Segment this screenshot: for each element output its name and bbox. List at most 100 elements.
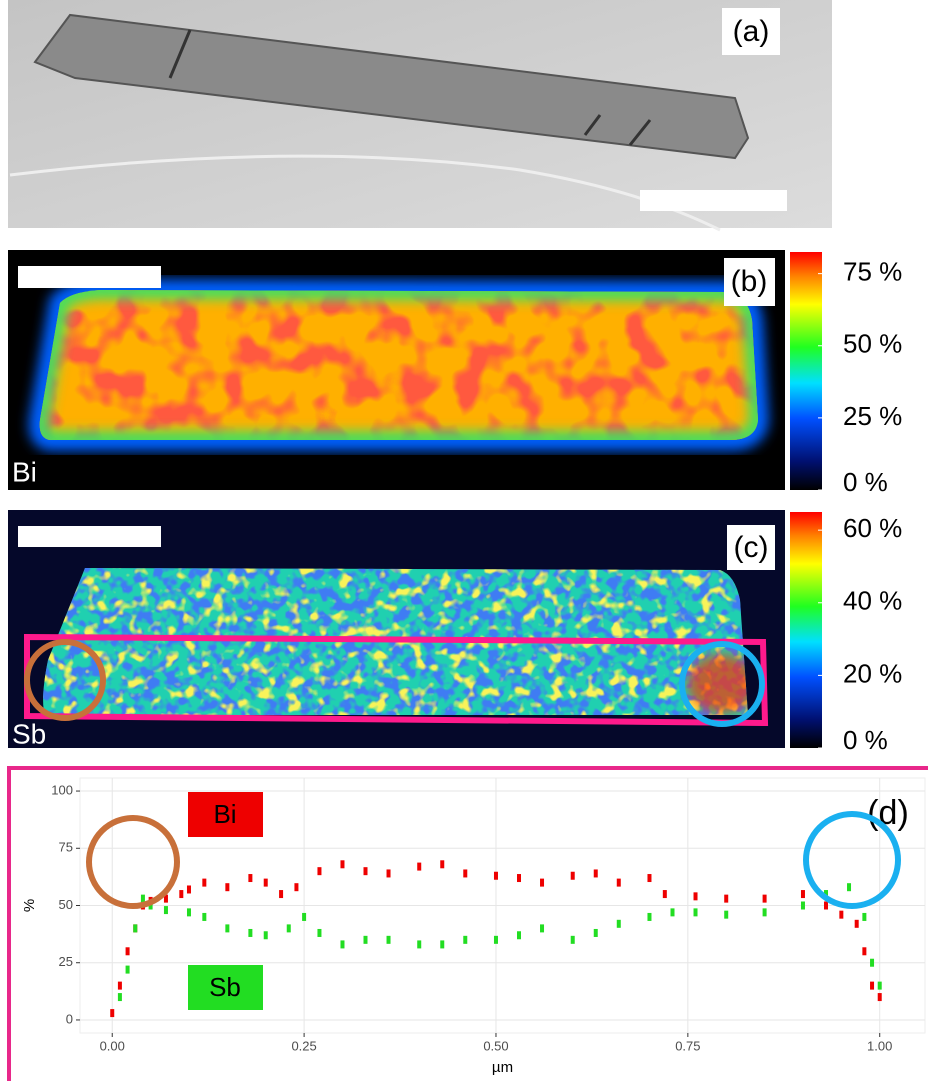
data-point xyxy=(133,924,138,933)
data-point xyxy=(870,981,875,990)
element-label: Sb xyxy=(12,718,46,749)
x-tick-label: 1.00 xyxy=(867,1038,892,1053)
plot: 0 25 50 75 100 0.00 0.25 0.50 0.75 1.00 µm% Bi Sb (d) xyxy=(21,778,925,1076)
data-point xyxy=(854,919,859,928)
data-point xyxy=(225,924,230,933)
data-point xyxy=(724,894,729,903)
x-tick-label: 0.75 xyxy=(675,1038,700,1053)
legend-swatch xyxy=(188,965,263,1010)
data-point xyxy=(363,935,368,944)
label-box xyxy=(727,525,775,570)
data-point xyxy=(862,912,867,921)
data-point xyxy=(517,874,522,883)
data-point xyxy=(724,910,729,919)
data-point xyxy=(125,965,130,974)
data-point xyxy=(202,878,207,887)
data-point xyxy=(440,940,445,949)
data-point xyxy=(263,878,268,887)
data-point xyxy=(616,878,621,887)
data-point xyxy=(279,890,284,899)
data-point xyxy=(317,928,322,937)
panel-a: (a) xyxy=(8,0,832,232)
data-point xyxy=(877,981,882,990)
y-tick-label: 75 xyxy=(59,840,73,855)
sb-rich xyxy=(687,654,749,714)
data-point xyxy=(693,908,698,917)
scale-bar xyxy=(18,266,161,288)
panel-b: (b) Bi xyxy=(8,250,822,490)
data-point xyxy=(140,894,145,903)
x-tick-label: 0.25 xyxy=(291,1038,316,1053)
crystal xyxy=(33,13,750,160)
data-point xyxy=(593,869,598,878)
panel-label: (c) xyxy=(734,531,769,564)
highlight-circle xyxy=(679,641,765,727)
data-point xyxy=(286,924,291,933)
data-point xyxy=(110,1009,115,1018)
x-axis-label: µm xyxy=(492,1059,513,1076)
data-point xyxy=(647,912,652,921)
data-point xyxy=(463,869,468,878)
highlight-circle xyxy=(803,811,901,909)
data-point xyxy=(762,894,767,903)
data-point xyxy=(179,890,184,899)
y-tick-label: 50 xyxy=(59,897,73,912)
highlight-circle xyxy=(24,639,106,721)
data-point xyxy=(163,894,168,903)
colorbar-label: 60 % xyxy=(843,513,902,543)
label-box xyxy=(724,258,775,306)
panel-frame xyxy=(7,766,928,1081)
data-point xyxy=(762,908,767,917)
data-point xyxy=(440,860,445,869)
data-point xyxy=(800,901,805,910)
data-point xyxy=(877,993,882,1002)
data-point xyxy=(125,947,130,956)
colorbar-label: 20 % xyxy=(843,658,902,688)
x-tick-label: 0.50 xyxy=(483,1038,508,1053)
data-point xyxy=(862,947,867,956)
legend-label: Sb xyxy=(209,972,241,1002)
data-point xyxy=(363,867,368,876)
scale-bar xyxy=(640,190,787,211)
data-point xyxy=(248,874,253,883)
data-point xyxy=(386,935,391,944)
data-point xyxy=(647,874,652,883)
data-point xyxy=(248,928,253,937)
data-point xyxy=(693,892,698,901)
data-point xyxy=(570,935,575,944)
data-point xyxy=(417,862,422,871)
data-point xyxy=(117,981,122,990)
contour xyxy=(168,29,652,146)
y-tick-label: 100 xyxy=(51,782,73,797)
y-tick-label: 25 xyxy=(59,954,73,969)
map-texture xyxy=(39,290,758,440)
colorbar xyxy=(790,512,822,748)
panel-c: (c) Sb xyxy=(8,510,822,749)
data-point xyxy=(340,860,345,869)
data-point xyxy=(317,867,322,876)
data-point xyxy=(540,878,545,887)
data-point xyxy=(823,890,828,899)
colorbar xyxy=(790,252,822,490)
x-tick-label: 0.00 xyxy=(100,1038,125,1053)
data-point xyxy=(386,869,391,878)
data-point xyxy=(263,931,268,940)
colorbar-label: 50 % xyxy=(843,329,902,359)
data-point xyxy=(493,935,498,944)
scale-bar xyxy=(18,526,161,547)
y-tick-label: 0 xyxy=(66,1011,73,1026)
data-point xyxy=(847,883,852,892)
highlight-circle xyxy=(86,815,180,909)
data-point xyxy=(593,928,598,937)
data-point xyxy=(225,883,230,892)
data-point xyxy=(186,885,191,894)
colorbar-label: 0 % xyxy=(843,725,888,755)
data-point xyxy=(340,940,345,949)
data-point xyxy=(463,935,468,944)
data-point xyxy=(202,912,207,921)
panel-label: (a) xyxy=(733,15,770,48)
data-point xyxy=(839,910,844,919)
legend-label: Bi xyxy=(213,799,236,829)
data-point xyxy=(186,908,191,917)
